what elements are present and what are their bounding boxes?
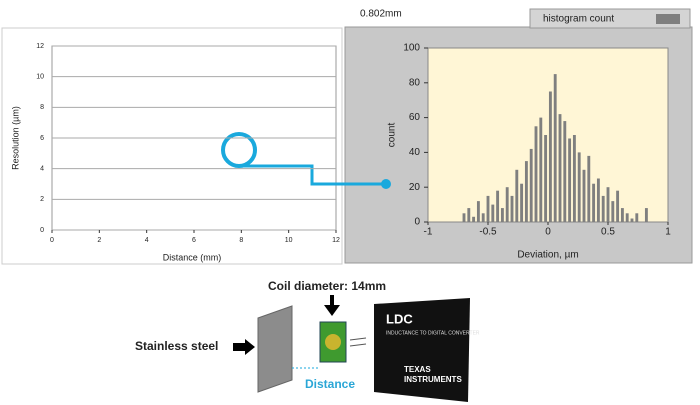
y-tick-label: 10 <box>36 74 44 81</box>
y-tick-label: 40 <box>409 147 421 158</box>
bar <box>515 169 519 222</box>
y-tick-label: 6 <box>40 135 44 142</box>
bar <box>587 155 591 222</box>
ldc-chip <box>374 298 470 402</box>
y-axis-label: Resolution (µm) <box>10 106 20 170</box>
x-tick-label: 10 <box>285 237 293 244</box>
x-axis-label: Deviation, µm <box>517 250 578 261</box>
link <box>349 343 367 347</box>
brand: TEXAS <box>404 365 431 374</box>
bar <box>553 74 557 222</box>
bar <box>625 213 629 222</box>
bar <box>472 216 476 222</box>
bar <box>505 187 509 222</box>
bar <box>635 213 639 222</box>
bar <box>510 195 514 222</box>
y-tick-label: 0 <box>40 227 44 234</box>
distance-label: Distance <box>305 377 355 391</box>
bar <box>520 183 524 222</box>
bar <box>524 161 528 222</box>
x-tick-label: 2 <box>97 237 101 244</box>
x-tick-label: 1 <box>665 227 671 238</box>
bar <box>486 195 490 222</box>
x-tick-label: -0.5 <box>479 227 497 238</box>
bar <box>548 91 552 222</box>
connector <box>239 164 385 186</box>
bar <box>568 138 572 222</box>
bar <box>606 187 610 222</box>
coil-winding <box>325 334 341 350</box>
chip-title: LDC <box>386 311 413 326</box>
x-tick-label: 0 <box>545 227 551 238</box>
histogram-plot-area <box>427 47 669 223</box>
left-chart-frame <box>1 27 343 265</box>
legend-label: histogram count <box>543 14 614 25</box>
arrow-head <box>245 339 255 355</box>
legend-box <box>529 8 691 29</box>
bar <box>616 190 620 222</box>
x-tick-label: -1 <box>424 227 433 238</box>
y-tick-label: 0 <box>414 217 420 228</box>
bar <box>563 121 567 222</box>
bar <box>601 195 605 222</box>
bar <box>611 201 615 222</box>
bar <box>500 208 504 222</box>
bar <box>582 169 586 222</box>
y-axis-label: count <box>387 123 398 148</box>
y-tick-label: 8 <box>40 104 44 111</box>
bar <box>620 208 624 222</box>
x-tick-label: 4 <box>145 237 149 244</box>
link <box>349 337 367 341</box>
coil-label: Coil diameter: 14mm <box>268 279 386 293</box>
legend-swatch <box>656 14 680 24</box>
chip-subtitle: INDUCTANCE TO DIGITAL CONVERTER <box>386 330 480 336</box>
y-tick-label: 60 <box>409 112 421 123</box>
x-tick-label: 8 <box>239 237 243 244</box>
x-axis-label: Distance (mm) <box>163 252 222 262</box>
steel-plate <box>257 305 293 393</box>
bar <box>467 208 471 222</box>
connector-dot <box>381 179 391 189</box>
bar <box>529 148 533 222</box>
bar <box>577 152 581 222</box>
bar <box>630 218 634 222</box>
bar <box>572 135 576 222</box>
bar <box>539 117 543 222</box>
bar <box>644 208 648 222</box>
bar <box>592 183 596 222</box>
x-tick-label: 0.5 <box>601 227 615 238</box>
bar <box>544 135 548 222</box>
y-tick-label: 100 <box>403 43 420 54</box>
brand: INSTRUMENTS <box>404 375 462 384</box>
bar <box>491 204 495 222</box>
x-tick-label: 6 <box>192 237 196 244</box>
target-label: Stainless steel <box>135 339 218 353</box>
y-tick-label: 12 <box>36 43 44 50</box>
arrow-head <box>324 305 340 316</box>
bar <box>558 114 562 222</box>
y-tick-label: 20 <box>409 182 421 193</box>
y-tick-label: 4 <box>40 166 44 173</box>
bar <box>481 213 485 222</box>
bar <box>462 213 466 222</box>
arrow-shaft <box>330 295 334 305</box>
x-tick-label: 12 <box>332 237 340 244</box>
y-tick-label: 2 <box>40 196 44 203</box>
bar <box>476 201 480 222</box>
bar <box>534 126 538 222</box>
y-tick-label: 80 <box>409 77 421 88</box>
bar <box>596 178 600 222</box>
x-tick-label: 0 <box>50 237 54 244</box>
bar <box>496 190 500 222</box>
annotation: 0.802mm <box>360 9 402 20</box>
arrow-shaft <box>233 343 245 351</box>
